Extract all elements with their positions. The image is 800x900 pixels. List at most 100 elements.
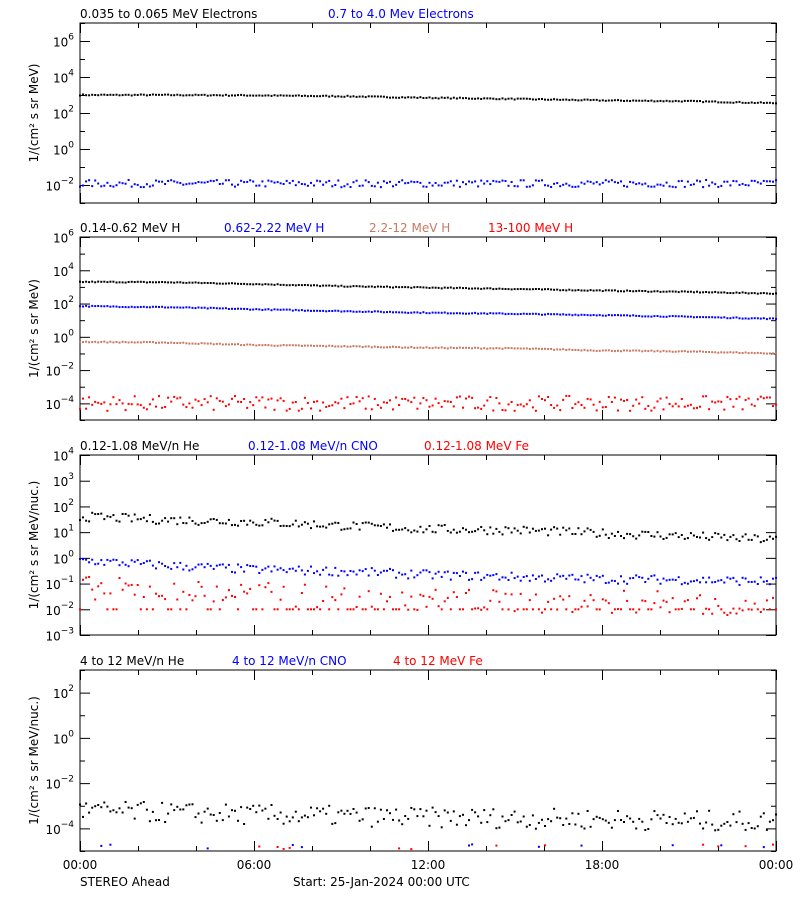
data-point xyxy=(91,341,94,344)
y-tick-label: 104 xyxy=(53,262,74,279)
data-point xyxy=(158,595,160,598)
data-point xyxy=(255,344,258,347)
data-point xyxy=(401,96,404,99)
data-point xyxy=(352,570,355,573)
data-point xyxy=(750,101,753,104)
data-point xyxy=(410,595,413,598)
data-point xyxy=(683,405,686,408)
series-1 xyxy=(79,93,777,105)
data-point xyxy=(282,569,285,572)
data-point xyxy=(562,598,565,601)
data-point xyxy=(668,533,671,536)
data-point xyxy=(106,409,109,412)
data-point xyxy=(386,526,388,529)
data-point xyxy=(206,180,209,183)
data-point xyxy=(367,574,370,577)
data-point xyxy=(699,536,701,539)
data-point xyxy=(747,397,750,400)
legend-entry: 0.12-1.08 MeV/n He xyxy=(80,439,199,453)
data-point xyxy=(310,527,312,530)
data-point xyxy=(306,284,309,287)
data-point xyxy=(279,811,282,814)
data-point xyxy=(477,346,480,349)
data-point xyxy=(382,285,385,288)
data-point xyxy=(322,600,325,602)
data-point xyxy=(428,96,431,99)
data-point xyxy=(440,608,443,611)
data-point xyxy=(361,570,364,573)
data-point xyxy=(164,406,167,408)
data-point xyxy=(705,581,708,584)
data-point xyxy=(580,349,583,352)
data-point xyxy=(571,314,574,317)
data-point xyxy=(121,94,124,97)
data-point xyxy=(562,313,565,316)
data-point xyxy=(559,409,562,412)
data-point xyxy=(294,605,297,608)
data-point xyxy=(434,397,437,400)
data-point xyxy=(607,99,610,102)
data-point xyxy=(109,280,112,283)
data-point xyxy=(288,525,291,528)
data-point xyxy=(240,179,243,182)
data-point xyxy=(759,395,762,398)
data-point xyxy=(346,310,349,313)
data-point xyxy=(288,567,291,570)
data-point xyxy=(699,100,701,102)
data-point xyxy=(164,598,167,601)
data-point xyxy=(571,533,574,535)
data-point xyxy=(264,567,267,570)
data-point xyxy=(282,308,285,311)
data-point xyxy=(194,566,197,569)
data-point xyxy=(498,287,501,290)
data-point xyxy=(258,344,261,347)
data-point xyxy=(343,310,346,313)
data-point xyxy=(109,340,112,343)
data-point xyxy=(252,308,255,311)
data-point xyxy=(355,606,358,608)
data-point xyxy=(610,314,613,317)
data-point xyxy=(221,522,224,525)
data-point xyxy=(550,820,553,823)
data-point xyxy=(586,349,589,352)
data-point xyxy=(212,282,215,285)
data-point xyxy=(428,571,431,574)
data-point xyxy=(413,311,416,314)
data-point xyxy=(759,815,762,818)
data-point xyxy=(319,409,322,412)
data-point xyxy=(765,599,768,602)
data-point xyxy=(170,517,173,520)
data-point xyxy=(565,182,568,185)
data-point xyxy=(741,352,744,354)
data-point xyxy=(319,95,322,98)
data-point xyxy=(389,346,391,349)
data-point xyxy=(179,561,182,564)
data-point xyxy=(285,308,288,311)
data-point xyxy=(474,607,477,610)
data-point xyxy=(683,99,686,102)
data-point xyxy=(206,342,209,345)
data-point xyxy=(94,400,97,403)
data-point xyxy=(711,536,714,539)
data-point xyxy=(571,573,574,576)
data-point xyxy=(702,186,705,189)
data-point xyxy=(258,308,261,311)
data-point xyxy=(583,599,586,602)
data-point xyxy=(231,94,233,97)
data-point xyxy=(300,183,303,185)
data-point xyxy=(462,97,464,100)
data-point xyxy=(550,579,553,582)
data-point xyxy=(91,806,94,809)
data-point xyxy=(221,400,224,403)
data-point xyxy=(176,397,179,400)
data-point xyxy=(109,403,112,406)
data-point xyxy=(656,315,659,317)
data-point xyxy=(100,185,103,188)
data-point xyxy=(471,347,474,350)
data-point xyxy=(492,179,495,182)
data-point xyxy=(531,406,534,409)
data-point xyxy=(349,345,352,348)
data-point xyxy=(525,403,528,406)
data-point xyxy=(282,524,285,527)
data-point xyxy=(541,398,543,400)
